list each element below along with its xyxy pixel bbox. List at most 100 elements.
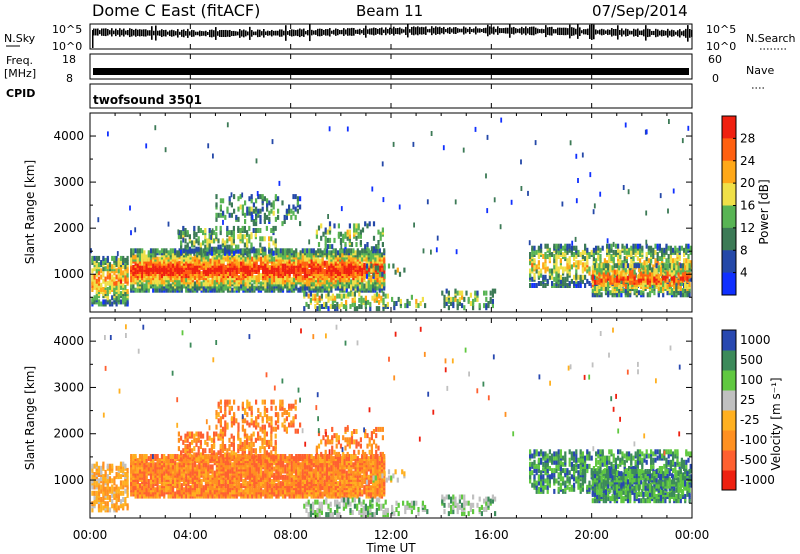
heatmap-cell: [608, 247, 611, 253]
heatmap-cell: [383, 273, 386, 279]
nsky-sample: [479, 28, 481, 33]
heatmap-cell: [279, 248, 282, 254]
heatmap-cell: [213, 230, 216, 236]
heatmap-cell: [266, 287, 269, 293]
heatmap-cell: [361, 285, 364, 291]
heatmap-cell: [597, 254, 600, 259]
heatmap-cell: [684, 281, 687, 287]
heatmap-cell: [239, 194, 242, 200]
heatmap-cell: [119, 266, 123, 272]
heatmap-cell: [207, 266, 210, 272]
heatmap-cell: [97, 217, 100, 223]
heatmap-cell: [154, 476, 157, 482]
heatmap-cell: [325, 279, 329, 285]
heatmap-cell: [640, 271, 643, 277]
nsky-sample: [145, 29, 147, 37]
heatmap-cell: [621, 243, 624, 249]
heatmap-cell: [661, 247, 664, 253]
heatmap-cell: [569, 140, 572, 146]
heatmap-cell: [235, 285, 238, 291]
heatmap-cell: [116, 251, 119, 257]
heatmap-cell: [259, 219, 262, 224]
heatmap-cell: [294, 214, 297, 220]
heatmap-cell: [483, 303, 486, 309]
heatmap-cell: [542, 274, 545, 280]
heatmap-cell: [611, 265, 614, 271]
heatmap-cell: [592, 209, 595, 215]
heatmap-cell: [138, 468, 142, 474]
figure-title: Dome C East (fitACF): [92, 1, 260, 20]
heatmap-cell: [290, 248, 293, 254]
heatmap-cell: [639, 252, 642, 257]
nsky-sample: [225, 29, 227, 38]
heatmap-cell: [104, 257, 107, 263]
nsky-sample: [437, 27, 439, 35]
nsky-sample: [167, 31, 169, 35]
heatmap-cell: [102, 299, 105, 305]
nsky-sample: [147, 30, 149, 36]
nsky-sample: [423, 27, 425, 35]
nsky-sample: [671, 29, 673, 37]
heatmap-cell: [345, 283, 348, 289]
heatmap-cell: [93, 490, 96, 496]
heatmap-cell: [141, 266, 144, 272]
heatmap-cell: [447, 305, 450, 311]
heatmap-cell: [95, 293, 98, 299]
heatmap-cell: [193, 240, 196, 246]
heatmap-cell: [107, 131, 109, 137]
nsky-sample: [333, 29, 335, 35]
heatmap-cell: [193, 254, 197, 260]
heatmap-cell: [324, 244, 327, 250]
heatmap-cell: [268, 287, 271, 293]
heatmap-cell: [222, 248, 225, 254]
heatmap-cell: [609, 279, 612, 285]
heatmap-cell: [493, 197, 496, 203]
heatmap-cell: [274, 242, 277, 248]
heatmap-cell: [241, 208, 244, 214]
nsky-sample: [197, 31, 199, 36]
heatmap-cell: [315, 229, 318, 235]
nsky-sample: [521, 26, 523, 35]
heatmap-cell: [659, 267, 663, 273]
nsky-sample: [573, 27, 575, 36]
heatmap-cell: [353, 223, 356, 229]
heatmap-cell: [378, 293, 381, 299]
heatmap-cell: [319, 248, 322, 254]
heatmap-cell: [668, 263, 671, 269]
heatmap-cell: [229, 279, 232, 285]
nsky-sample: [517, 28, 519, 33]
nsky-sample: [327, 29, 329, 36]
nsky-sample: [111, 28, 113, 37]
heatmap-cell: [248, 225, 251, 231]
nsky-sample: [555, 29, 557, 34]
heatmap-cell: [573, 281, 576, 286]
heatmap-cell: [353, 301, 356, 307]
heatmap-cell: [685, 281, 688, 286]
heatmap-cell: [548, 268, 551, 274]
freq-trace: [93, 68, 689, 75]
nsky-sample: [255, 31, 257, 36]
heatmap-cell: [370, 246, 373, 252]
heatmap-cell: [292, 204, 295, 210]
nsky-sample: [293, 29, 295, 37]
heatmap-cell: [97, 284, 101, 290]
heatmap-cell: [672, 258, 675, 264]
heatmap-cell: [297, 287, 300, 293]
heatmap-cell: [263, 216, 266, 222]
heatmap-cell: [659, 277, 663, 283]
heatmap-cell: [156, 277, 159, 283]
freq-tick-top: 18: [62, 53, 76, 66]
heatmap-cell: [163, 248, 166, 254]
heatmap-cell: [334, 295, 337, 301]
heatmap-cell: [312, 248, 315, 254]
nsky-sample: [397, 27, 399, 35]
heatmap-cell: [252, 246, 255, 252]
heatmap-cell: [230, 236, 233, 242]
heatmap-cell: [191, 248, 194, 254]
heatmap-cell: [95, 494, 98, 500]
heatmap-cell: [270, 254, 274, 260]
heatmap-cell: [654, 258, 657, 264]
heatmap-cell: [295, 266, 298, 272]
heatmap-cell: [462, 147, 465, 153]
